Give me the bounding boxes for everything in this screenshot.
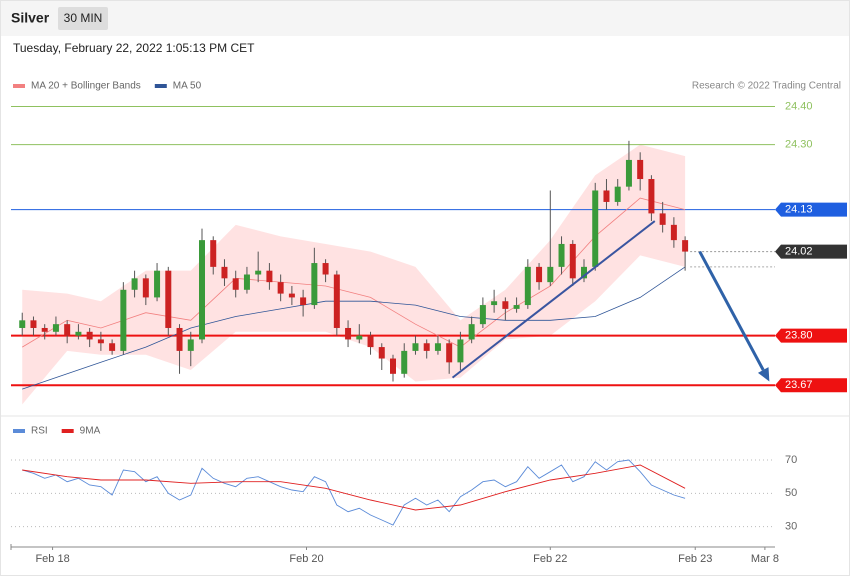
timestamp: Tuesday, February 22, 2022 1:05:13 PM CE… [13, 41, 255, 55]
candle-body [109, 343, 116, 351]
candle-body [255, 270, 262, 275]
level-label: 24.40 [785, 100, 813, 112]
source: Research © 2022 Trading Central [692, 81, 841, 92]
candle-body [581, 266, 587, 279]
candle-body [457, 339, 464, 363]
candle-body [232, 278, 239, 290]
legend-label: 9MA [80, 426, 101, 437]
candle-body [154, 270, 161, 298]
level-badge [775, 378, 847, 393]
x-tick-label: Feb 23 [678, 553, 712, 565]
legend-label: MA 20 + Bollinger Bands [31, 81, 141, 92]
level-label: 24.02 [785, 245, 813, 257]
candle-body [378, 347, 385, 359]
header-bar [1, 1, 849, 36]
candle-body [536, 266, 543, 283]
candle-body [210, 240, 217, 267]
trendline [451, 220, 656, 379]
candle-body [356, 335, 363, 340]
candle-body [659, 213, 666, 225]
candle-body [682, 240, 689, 252]
x-tick-label: Feb 18 [35, 553, 69, 565]
candle-body [345, 327, 352, 340]
candle-body [64, 324, 71, 336]
candle-body [75, 331, 82, 336]
indicator-line [22, 464, 686, 511]
legend-swatch [61, 429, 74, 433]
candle-body [513, 305, 520, 309]
legend-swatch [13, 84, 25, 88]
forecast-arrow [698, 250, 765, 371]
level-label: 24.13 [785, 203, 813, 215]
candle-body [614, 186, 621, 202]
level-badge [775, 244, 847, 259]
x-tick-label: Mar 8 [751, 553, 779, 565]
candle-body [333, 274, 340, 328]
candle-body [30, 320, 37, 328]
candle-body [187, 339, 194, 351]
x-tick-label: Feb 20 [289, 553, 323, 565]
candle-body [434, 343, 441, 351]
candle-body [524, 266, 531, 306]
candle-body [592, 190, 599, 267]
level-label: 24.30 [785, 139, 813, 151]
level-badge [775, 328, 847, 343]
candle-body [52, 324, 59, 332]
candle-body [603, 190, 610, 202]
symbol: Silver [11, 10, 50, 26]
candle-body [322, 263, 329, 275]
candle-body [288, 293, 295, 298]
interval-badge [58, 7, 108, 30]
candle-body [86, 331, 93, 340]
candle-body [491, 301, 498, 306]
legend-label: RSI [31, 426, 48, 437]
candle-body [120, 289, 127, 351]
candle-body [131, 278, 138, 290]
candle-body [558, 243, 565, 267]
candle-body [142, 278, 149, 298]
candle-body [670, 224, 677, 241]
legend-label: MA 50 [173, 81, 202, 92]
candle-body [502, 301, 509, 309]
candle-body [547, 266, 554, 283]
candle-body [243, 274, 250, 290]
legend-swatch [13, 429, 25, 433]
y-tick-label: 70 [785, 454, 797, 466]
candle-body [266, 270, 273, 283]
candle-body [569, 243, 576, 279]
candle-body [300, 297, 307, 306]
y-tick-label: 30 [785, 521, 797, 533]
candle-body [221, 266, 228, 279]
candle-body [625, 159, 632, 187]
candle-body [176, 327, 183, 351]
candle-body [648, 179, 655, 214]
legend-swatch [154, 84, 167, 88]
candle-body [165, 270, 172, 328]
level-label: 23.80 [785, 330, 813, 342]
candle-body [367, 335, 374, 348]
level-label: 23.67 [785, 379, 813, 391]
indicator-line [22, 459, 686, 526]
candle-body [277, 282, 284, 294]
candle-body [479, 305, 486, 325]
candle-body [446, 343, 453, 363]
interval: 30 MIN [64, 11, 103, 25]
y-tick-label: 50 [785, 487, 797, 499]
level-badge [775, 202, 847, 217]
candle-body [311, 263, 318, 306]
forecast-arrow-head [757, 367, 770, 382]
x-tick-label: Feb 22 [533, 553, 567, 565]
candle-body [199, 240, 205, 340]
candle-body [41, 327, 48, 332]
candle-body [423, 343, 430, 351]
candle-body [468, 324, 475, 340]
candle-body [97, 339, 104, 344]
candle-body [412, 343, 419, 351]
candle-body [637, 159, 644, 180]
candle-body [401, 350, 408, 374]
candle-body [390, 358, 396, 374]
candle-body [19, 320, 26, 328]
